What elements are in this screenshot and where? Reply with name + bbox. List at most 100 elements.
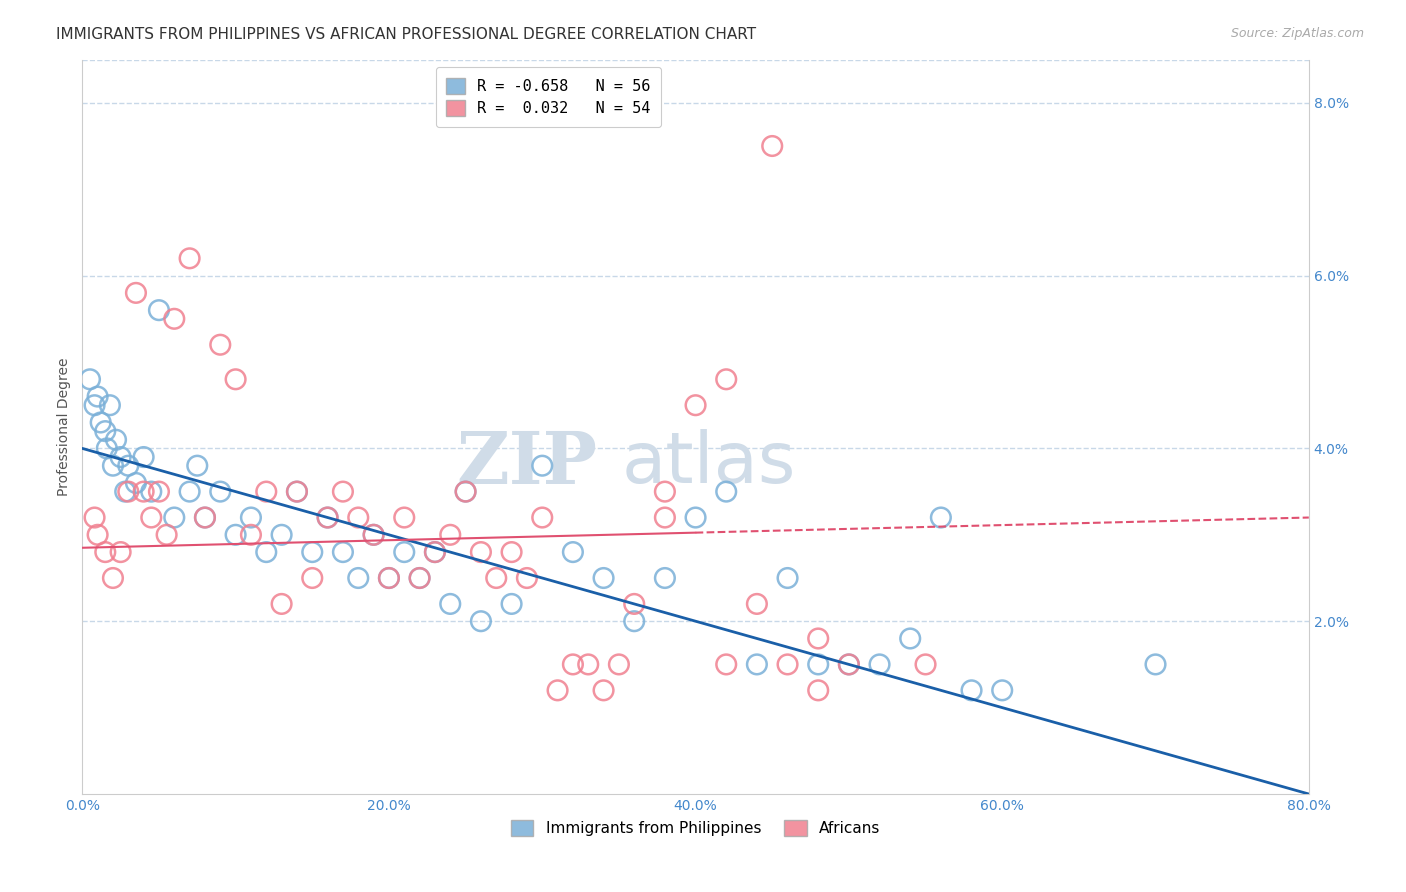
Point — [270, 597, 292, 611]
Point — [105, 433, 128, 447]
Point — [501, 545, 523, 559]
Point — [623, 597, 645, 611]
Point — [225, 372, 247, 386]
Point — [79, 372, 101, 386]
Point — [685, 398, 707, 412]
Point — [332, 484, 354, 499]
Point — [1144, 657, 1167, 672]
Point — [117, 458, 139, 473]
Point — [423, 545, 446, 559]
Point — [186, 458, 208, 473]
Point — [394, 510, 416, 524]
Text: ZIP: ZIP — [457, 428, 598, 499]
Point — [745, 597, 768, 611]
Point — [408, 571, 430, 585]
Point — [179, 252, 201, 266]
Point — [408, 571, 430, 585]
Point — [110, 450, 132, 464]
Point — [807, 683, 830, 698]
Point — [914, 657, 936, 672]
Point — [531, 510, 554, 524]
Point — [378, 571, 401, 585]
Point — [423, 545, 446, 559]
Point — [623, 614, 645, 628]
Point — [838, 657, 860, 672]
Point — [90, 416, 112, 430]
Point — [654, 571, 676, 585]
Point — [101, 571, 124, 585]
Point — [745, 657, 768, 672]
Point — [194, 510, 217, 524]
Point — [86, 528, 108, 542]
Point — [254, 545, 277, 559]
Point — [576, 657, 599, 672]
Point — [132, 484, 155, 499]
Point — [141, 510, 163, 524]
Y-axis label: Professional Degree: Professional Degree — [58, 358, 72, 496]
Legend: Immigrants from Philippines, Africans: Immigrants from Philippines, Africans — [502, 811, 890, 845]
Point — [592, 571, 614, 585]
Text: atlas: atlas — [621, 429, 796, 498]
Point — [239, 528, 262, 542]
Point — [960, 683, 983, 698]
Point — [83, 510, 105, 524]
Point — [685, 510, 707, 524]
Point — [239, 510, 262, 524]
Point — [156, 528, 179, 542]
Point — [776, 571, 799, 585]
Text: IMMIGRANTS FROM PHILIPPINES VS AFRICAN PROFESSIONAL DEGREE CORRELATION CHART: IMMIGRANTS FROM PHILIPPINES VS AFRICAN P… — [56, 27, 756, 42]
Point — [501, 597, 523, 611]
Point — [270, 528, 292, 542]
Point — [83, 398, 105, 412]
Point — [561, 657, 583, 672]
Text: Source: ZipAtlas.com: Source: ZipAtlas.com — [1230, 27, 1364, 40]
Point — [301, 571, 323, 585]
Point — [125, 475, 148, 490]
Point — [285, 484, 308, 499]
Point — [378, 571, 401, 585]
Point — [132, 450, 155, 464]
Point — [194, 510, 217, 524]
Point — [163, 311, 186, 326]
Point — [163, 510, 186, 524]
Point — [179, 484, 201, 499]
Point — [363, 528, 385, 542]
Point — [898, 632, 921, 646]
Point — [316, 510, 339, 524]
Point — [716, 372, 738, 386]
Point — [716, 657, 738, 672]
Point — [110, 545, 132, 559]
Point — [96, 442, 118, 456]
Point — [86, 390, 108, 404]
Point — [531, 458, 554, 473]
Point — [761, 139, 783, 153]
Point — [607, 657, 630, 672]
Point — [94, 424, 117, 438]
Point — [332, 545, 354, 559]
Point — [347, 510, 370, 524]
Point — [117, 484, 139, 499]
Point — [654, 510, 676, 524]
Point — [716, 484, 738, 499]
Point — [454, 484, 477, 499]
Point — [94, 545, 117, 559]
Point — [654, 484, 676, 499]
Point — [209, 337, 232, 351]
Point — [869, 657, 891, 672]
Point — [254, 484, 277, 499]
Point — [148, 303, 170, 318]
Point — [225, 528, 247, 542]
Point — [209, 484, 232, 499]
Point — [148, 484, 170, 499]
Point — [439, 597, 461, 611]
Point — [98, 398, 121, 412]
Point — [470, 614, 492, 628]
Point — [991, 683, 1014, 698]
Point — [114, 484, 136, 499]
Point — [807, 657, 830, 672]
Point — [316, 510, 339, 524]
Point — [125, 285, 148, 300]
Point — [347, 571, 370, 585]
Point — [516, 571, 538, 585]
Point — [485, 571, 508, 585]
